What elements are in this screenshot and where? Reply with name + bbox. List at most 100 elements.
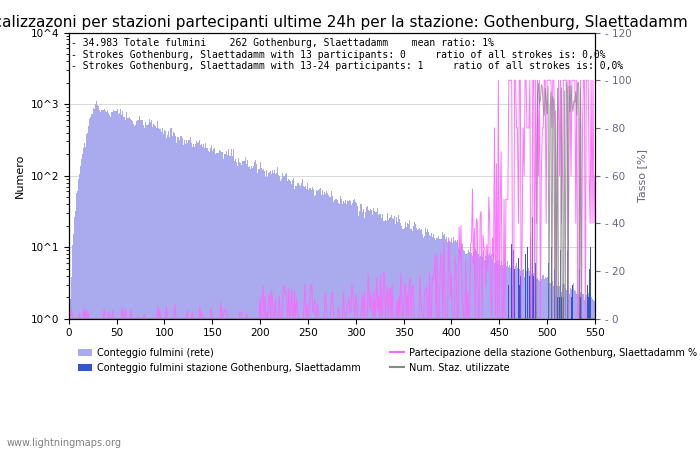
Bar	[118, 114, 119, 450]
Bar	[292, 180, 293, 450]
Bar	[491, 253, 492, 450]
Bar	[242, 161, 244, 450]
Bar	[362, 212, 363, 450]
Bar	[552, 281, 553, 450]
Bar	[485, 256, 486, 450]
Bar	[455, 240, 456, 450]
Bar	[536, 279, 537, 450]
Bar	[182, 138, 183, 450]
Bar	[220, 151, 221, 450]
Bar	[592, 297, 594, 450]
Bar	[471, 253, 472, 450]
Bar	[294, 189, 295, 450]
Bar	[584, 300, 585, 450]
Bar	[476, 251, 477, 450]
Bar	[298, 183, 299, 450]
Bar	[393, 216, 395, 450]
Bar	[438, 239, 440, 450]
Text: www.lightningmaps.org: www.lightningmaps.org	[7, 438, 122, 448]
Bar	[141, 120, 142, 450]
Bar	[537, 278, 538, 450]
Bar	[117, 108, 118, 450]
Bar	[556, 285, 557, 450]
Bar	[479, 257, 480, 450]
Bar	[100, 112, 101, 450]
Bar	[208, 151, 209, 450]
Bar	[127, 118, 129, 450]
Bar	[358, 216, 359, 450]
Bar	[585, 297, 586, 450]
Bar	[101, 110, 102, 450]
Bar	[276, 167, 278, 450]
Bar	[263, 169, 265, 450]
Bar	[427, 229, 428, 450]
Bar	[94, 109, 95, 450]
Bar	[310, 188, 312, 450]
Bar	[563, 297, 564, 450]
Bar	[160, 129, 161, 450]
Bar	[317, 190, 318, 450]
Bar	[366, 207, 367, 450]
Bar	[580, 292, 581, 450]
Bar	[583, 294, 584, 450]
Bar	[456, 240, 458, 450]
Bar	[99, 110, 100, 450]
Bar	[496, 261, 497, 450]
Bar	[518, 258, 519, 450]
Bar	[428, 232, 429, 450]
Bar	[533, 275, 534, 450]
Bar	[370, 210, 372, 450]
Bar	[587, 299, 588, 450]
Bar	[295, 186, 296, 450]
Bar	[500, 261, 502, 450]
Bar	[576, 294, 578, 450]
Bar	[104, 109, 105, 450]
Bar	[486, 261, 487, 450]
Bar	[589, 247, 591, 450]
Bar	[309, 188, 310, 450]
Bar	[557, 286, 558, 450]
Bar	[448, 240, 449, 450]
Bar	[296, 186, 297, 450]
Bar	[159, 129, 160, 450]
Bar	[466, 254, 467, 450]
Bar	[148, 119, 150, 450]
Bar	[524, 269, 526, 450]
Legend: Conteggio fulmini (rete), Conteggio fulmini stazione Gothenburg, Slaettadamm, Pa: Conteggio fulmini (rete), Conteggio fulm…	[74, 344, 700, 377]
Bar	[534, 281, 535, 450]
Bar	[246, 164, 247, 450]
Bar	[369, 211, 370, 450]
Bar	[229, 156, 230, 450]
Bar	[323, 193, 325, 450]
Bar	[563, 283, 564, 450]
Bar	[430, 236, 431, 450]
Bar	[176, 143, 177, 450]
Bar	[512, 284, 513, 450]
Bar	[174, 133, 176, 450]
Bar	[225, 153, 226, 450]
Bar	[326, 191, 327, 450]
Bar	[219, 149, 220, 450]
Bar	[557, 297, 558, 450]
Bar	[357, 206, 358, 450]
Bar	[188, 140, 189, 450]
Bar	[484, 260, 485, 450]
Bar	[380, 214, 381, 450]
Bar	[549, 284, 550, 450]
Bar	[540, 279, 541, 450]
Bar	[259, 170, 260, 450]
Bar	[299, 185, 300, 450]
Bar	[167, 135, 168, 450]
Bar	[85, 138, 87, 450]
Bar	[291, 184, 292, 450]
Bar	[288, 179, 289, 450]
Bar	[464, 251, 466, 450]
Bar	[531, 319, 532, 450]
Bar	[510, 268, 511, 450]
Bar	[586, 295, 587, 450]
Bar	[581, 297, 582, 450]
Bar	[445, 239, 446, 450]
Bar	[328, 198, 330, 450]
Bar	[472, 256, 473, 450]
Bar	[568, 319, 570, 450]
